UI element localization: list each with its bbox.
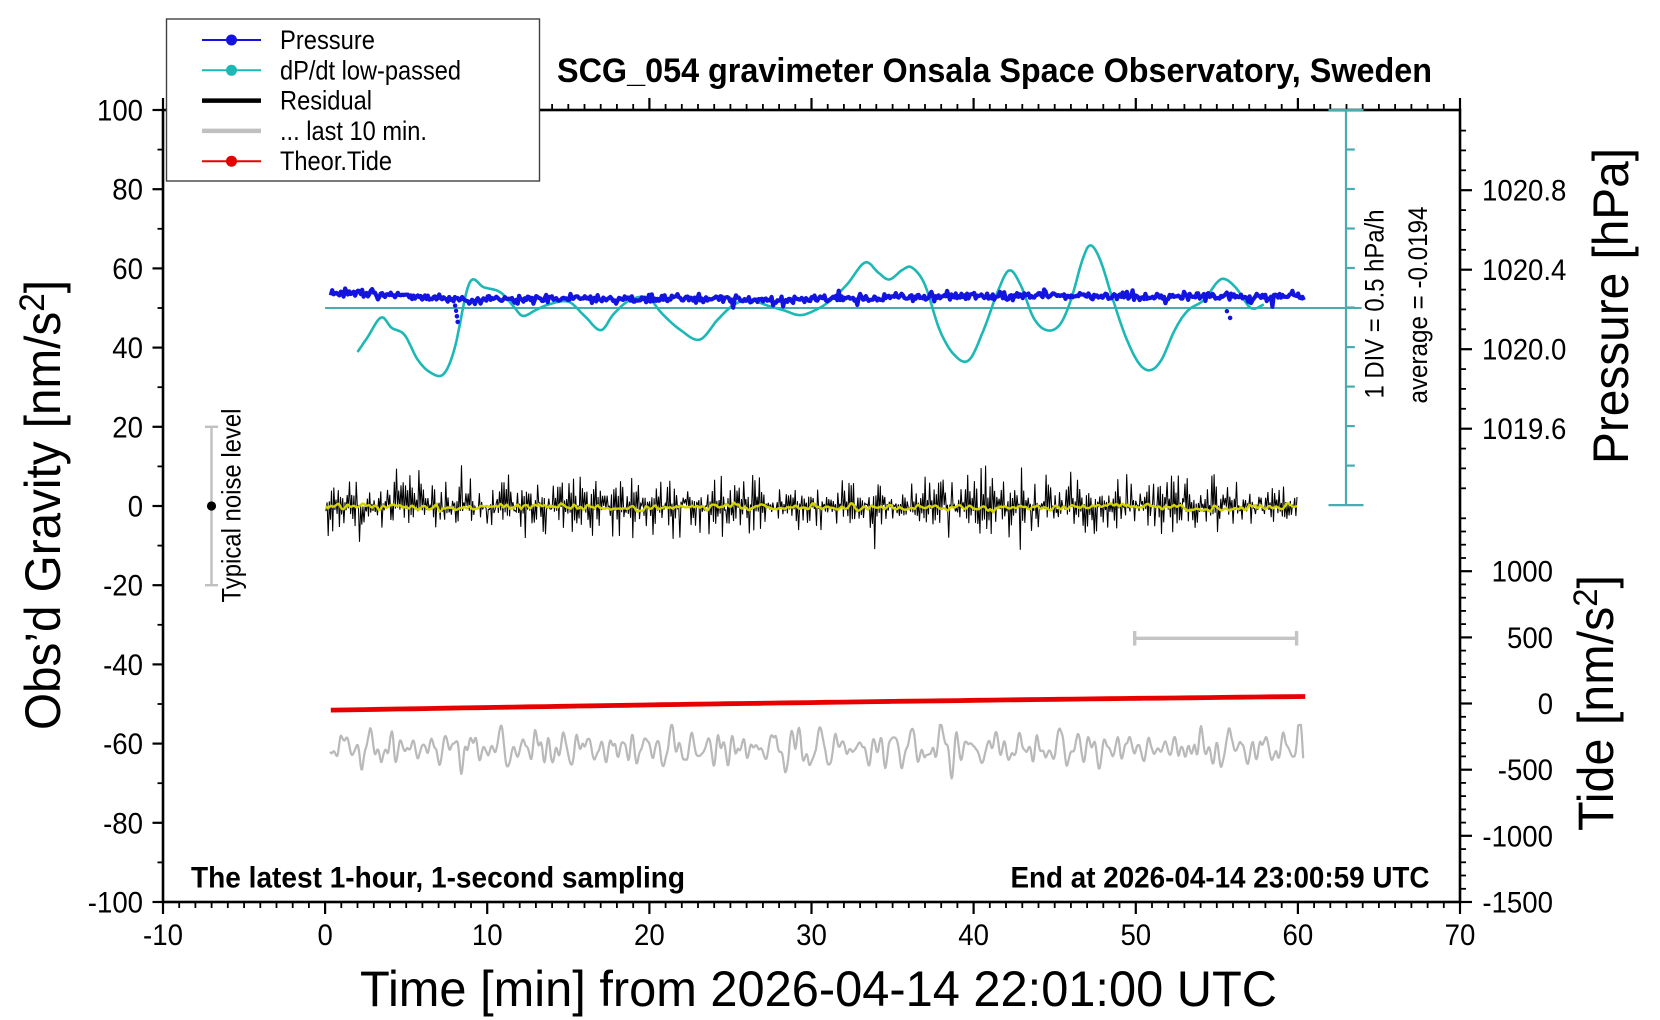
svg-text:1020.0: 1020.0 (1482, 334, 1566, 367)
svg-text:0: 0 (128, 491, 143, 524)
svg-text:-20: -20 (103, 570, 143, 603)
svg-text:0: 0 (317, 919, 332, 952)
svg-text:-1500: -1500 (1482, 887, 1553, 920)
svg-text:End at 2026-04-14 23:00:59 UTC: End at 2026-04-14 23:00:59 UTC (1011, 862, 1430, 895)
svg-text:dP/dt low-passed: dP/dt low-passed (280, 55, 461, 85)
svg-text:Tide [nm/s2]: Tide [nm/s2] (1567, 575, 1624, 831)
svg-text:average = -0.0194: average = -0.0194 (1403, 207, 1433, 404)
svg-text:70: 70 (1445, 919, 1476, 952)
svg-text:500: 500 (1507, 622, 1553, 655)
svg-text:1020.8: 1020.8 (1482, 175, 1566, 208)
svg-text:... last 10 min.: ... last 10 min. (280, 116, 427, 146)
svg-text:20: 20 (112, 411, 143, 444)
svg-text:80: 80 (112, 174, 143, 207)
svg-text:1020.4: 1020.4 (1482, 254, 1566, 287)
svg-text:Residual: Residual (280, 86, 372, 116)
svg-text:40: 40 (958, 919, 989, 952)
svg-text:-60: -60 (103, 728, 143, 761)
svg-text:50: 50 (1120, 919, 1151, 952)
svg-text:The latest 1-hour, 1-second sa: The latest 1-hour, 1-second sampling (191, 862, 685, 895)
svg-text:SCG_054 gravimeter Onsala Spac: SCG_054 gravimeter Onsala Space Observat… (557, 52, 1432, 90)
svg-text:-500: -500 (1498, 754, 1553, 787)
svg-text:1019.6: 1019.6 (1482, 413, 1566, 446)
svg-text:10: 10 (472, 919, 503, 952)
svg-text:-1000: -1000 (1482, 820, 1553, 853)
svg-text:Theor.Tide: Theor.Tide (280, 146, 392, 176)
svg-text:40: 40 (112, 332, 143, 365)
svg-text:Pressure [hPa]: Pressure [hPa] (1583, 148, 1639, 464)
svg-text:1 DIV = 0.5 hPa/h: 1 DIV = 0.5 hPa/h (1360, 210, 1390, 399)
svg-text:60: 60 (112, 253, 143, 286)
svg-text:-10: -10 (143, 919, 183, 952)
svg-text:60: 60 (1283, 919, 1314, 952)
svg-text:Obs’d Gravity [nm/s2]: Obs’d Gravity [nm/s2] (13, 280, 71, 730)
svg-text:Pressure: Pressure (280, 25, 375, 55)
svg-text:30: 30 (796, 919, 827, 952)
svg-text:-80: -80 (103, 807, 143, 840)
svg-text:-40: -40 (103, 649, 143, 682)
svg-text:1000: 1000 (1492, 556, 1553, 589)
svg-text:0: 0 (1538, 688, 1553, 721)
svg-text:Typical noise level: Typical noise level (217, 409, 247, 603)
svg-text:100: 100 (97, 95, 143, 128)
svg-text:Time [min] from 2026-04-14 22:: Time [min] from 2026-04-14 22:01:00 UTC (360, 961, 1277, 1017)
svg-text:20: 20 (634, 919, 665, 952)
svg-text:-100: -100 (88, 887, 143, 920)
